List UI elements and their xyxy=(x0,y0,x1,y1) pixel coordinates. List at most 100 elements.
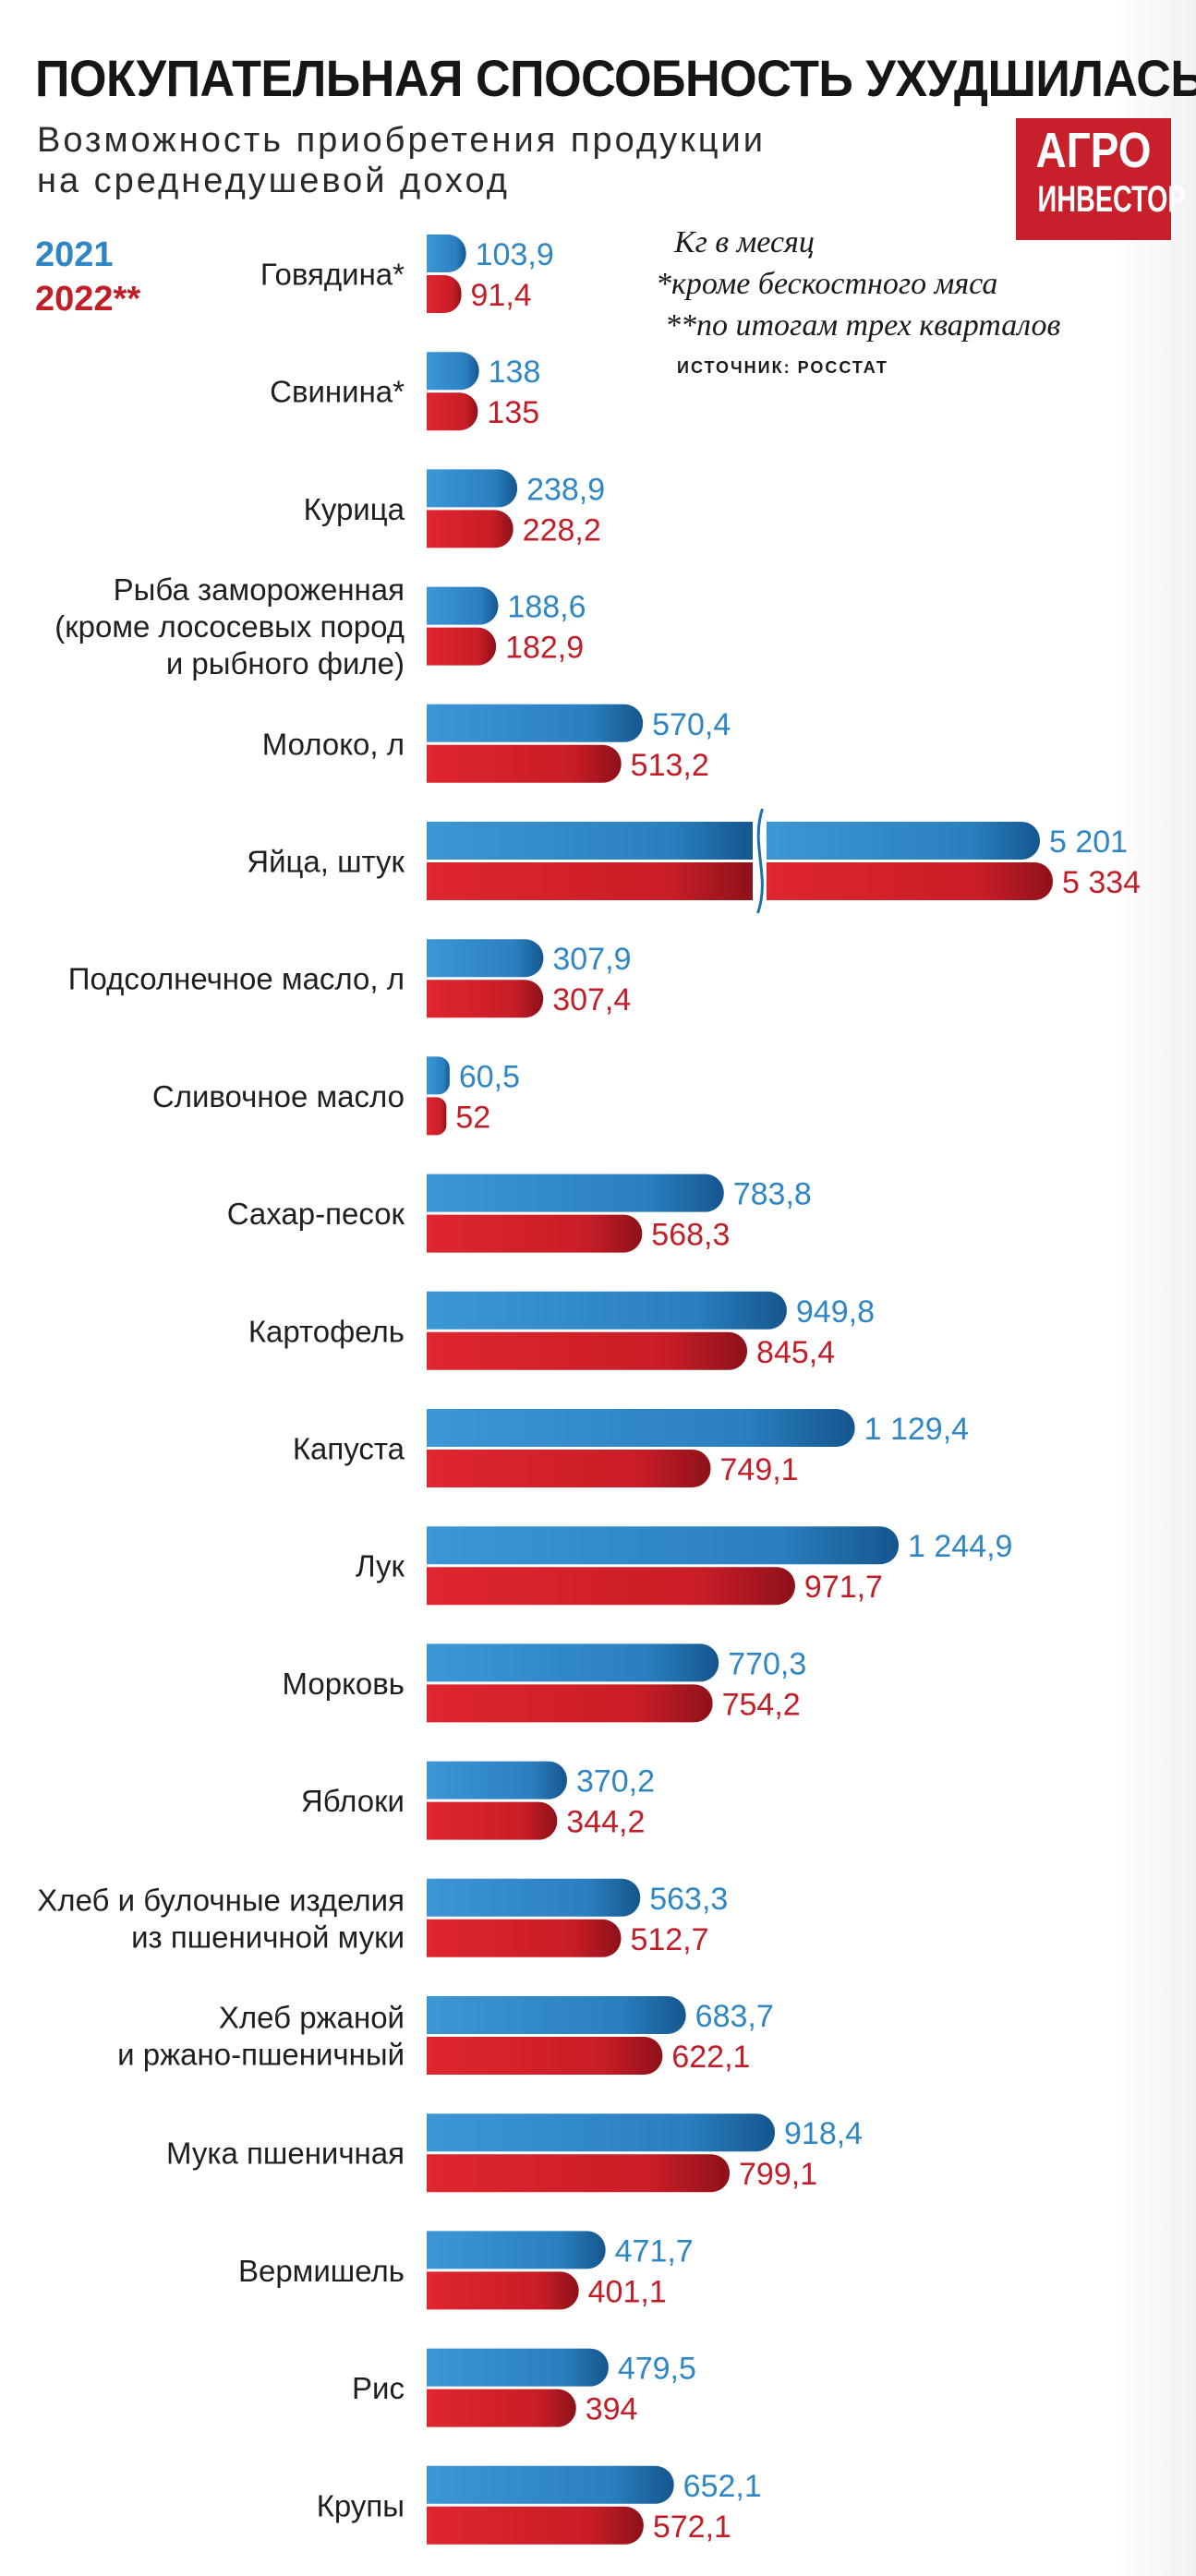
bar-2022 xyxy=(427,2506,644,2545)
value-label-2022: 971,7 xyxy=(804,1570,883,1605)
value-label-2021: 570,4 xyxy=(652,707,731,742)
category-label: Рыба замороженная (кроме лососевых пород и… xyxy=(54,572,405,680)
logo-line-1: АГРО xyxy=(1035,123,1152,178)
value-label-2021: 918,4 xyxy=(784,2116,863,2151)
value-label-2021: 683,7 xyxy=(695,1999,774,2034)
value-label-2021: 60,5 xyxy=(459,1059,520,1094)
bar-2021 xyxy=(427,469,518,508)
value-label-2021: 652,1 xyxy=(683,2469,762,2504)
bar-2021 xyxy=(427,704,644,742)
category-label: Вермишель xyxy=(238,2254,405,2288)
bar-2022-break-left xyxy=(427,862,753,900)
value-label-2022: 754,2 xyxy=(722,1687,801,1722)
category-label: Морковь xyxy=(283,1667,405,1701)
category-label: Яйца, штук xyxy=(247,845,405,879)
value-label-2022: 622,1 xyxy=(671,2040,750,2075)
value-label-2021: 370,2 xyxy=(576,1764,655,1800)
bar-2021 xyxy=(427,235,466,272)
value-label-2021: 949,8 xyxy=(796,1294,875,1330)
value-label-2022: 394 xyxy=(586,2392,638,2427)
category-label: Картофель xyxy=(248,1314,405,1348)
value-label-2022: 799,1 xyxy=(739,2157,817,2192)
value-label-2021: 783,8 xyxy=(733,1177,812,1212)
chart-legend: 2021 2022** xyxy=(35,233,140,321)
value-label-2022: 91,4 xyxy=(471,278,532,313)
category-label: Хлеб ржаной и ржано-пшеничный xyxy=(117,2001,405,2072)
value-label-2022: 307,4 xyxy=(552,982,631,1017)
category-label: Рис xyxy=(352,2371,405,2405)
bar-2021 xyxy=(427,1056,450,1095)
bar-2021 xyxy=(427,586,499,625)
value-label-2021: 5 201 xyxy=(1049,825,1128,860)
agroinvestor-logo: АГРО ИНВЕСТОР xyxy=(1016,118,1186,240)
footnote-1: *кроме бескостного мяса xyxy=(656,267,998,301)
value-label-2022: 572,1 xyxy=(653,2510,731,2545)
category-label: Крупы xyxy=(317,2488,405,2522)
bar-2022 xyxy=(427,2154,731,2193)
bar-2021 xyxy=(767,822,1040,860)
category-label: Яблоки xyxy=(301,1784,405,1818)
bar-2022 xyxy=(427,1567,795,1606)
value-label-2022: 513,2 xyxy=(631,748,709,783)
unit-note: Кг в месяц xyxy=(674,225,815,259)
subtitle-line-1: Возможность приобретения продукции xyxy=(37,121,766,160)
bar-2022 xyxy=(427,2271,579,2310)
value-label-2022: 5 334 xyxy=(1062,865,1141,900)
bar-2022 xyxy=(427,392,478,431)
bar-2021 xyxy=(427,1291,787,1330)
bar-2022 xyxy=(427,1450,711,1487)
page-subtitle: Возможность приобретения продукции на ср… xyxy=(37,120,942,201)
bar-2021 xyxy=(427,939,544,978)
category-label: Сливочное масло xyxy=(152,1079,405,1113)
legend-2021: 2021 xyxy=(35,235,114,274)
source-note: ИСТОЧНИК: РОССТАТ xyxy=(677,358,888,377)
bar-2021 xyxy=(427,2231,606,2269)
bar-2022 xyxy=(427,1919,622,1957)
bar-2021 xyxy=(427,2465,674,2504)
value-label-2022: 344,2 xyxy=(566,1805,645,1840)
bar-2021 xyxy=(427,1643,719,1682)
bar-2021 xyxy=(427,1761,567,1800)
value-label-2022: 568,3 xyxy=(651,1218,730,1253)
category-label: Свинина* xyxy=(270,375,405,409)
bar-2021 xyxy=(427,1996,686,2034)
bar-2021 xyxy=(427,2113,776,2152)
bar-2021 xyxy=(427,1409,855,1447)
bar-2021 xyxy=(427,1526,900,1565)
value-label-2022: 845,4 xyxy=(756,1335,835,1370)
page-title: ПОКУПАТЕЛЬНАЯ СПОСОБНОСТЬ УХУДШИЛАСЬ xyxy=(35,49,1196,107)
value-label-2022: 52 xyxy=(455,1100,490,1135)
category-label: Говядина* xyxy=(260,258,405,292)
chart-notes: Кг в месяц *кроме бескостного мяса **по … xyxy=(656,222,1060,346)
bar-2021 xyxy=(427,352,479,391)
value-label-2021: 238,9 xyxy=(526,472,605,507)
axis-break-mark xyxy=(756,808,764,914)
bar-2022 xyxy=(427,2389,576,2427)
bar-2022 xyxy=(427,1097,447,1136)
bar-2021-break-left xyxy=(427,822,753,860)
category-label: Молоко, л xyxy=(262,727,405,761)
value-label-2022: 182,9 xyxy=(505,631,584,666)
legend-2022: 2022** xyxy=(35,280,141,319)
value-label-2021: 188,6 xyxy=(507,590,586,625)
bar-2022 xyxy=(427,1684,713,1723)
bar-2022 xyxy=(427,627,497,666)
category-label: Лук xyxy=(356,1549,405,1583)
bar-2022 xyxy=(767,862,1053,900)
category-label: Сахар-песок xyxy=(227,1197,405,1231)
bar-2022 xyxy=(427,1331,748,1370)
bar-2021 xyxy=(427,2348,609,2387)
bar-2021 xyxy=(427,1174,724,1212)
category-label: Подсолнечное масло, л xyxy=(68,962,405,996)
value-label-2021: 1 129,4 xyxy=(864,1412,969,1447)
bar-2022 xyxy=(427,275,462,313)
category-label: Курица xyxy=(304,492,405,526)
value-label-2021: 563,3 xyxy=(649,1882,728,1917)
value-label-2022: 512,7 xyxy=(630,1922,708,1957)
footnote-2: **по итогам трех кварталов xyxy=(665,308,1061,343)
bar-2021 xyxy=(427,1878,641,1917)
value-label-2022: 401,1 xyxy=(588,2274,667,2309)
bar-2022 xyxy=(427,1214,643,1253)
